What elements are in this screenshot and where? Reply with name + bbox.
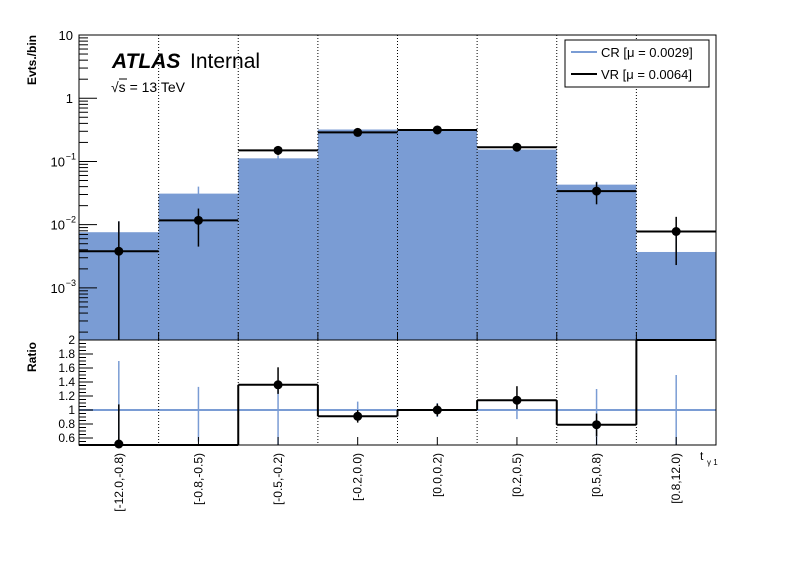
y-tick-label: 10 (51, 218, 65, 233)
vr-point (114, 246, 124, 256)
x-category-label: [0.5,0.8) (590, 453, 604, 497)
y-tick-label: 1 (66, 91, 73, 106)
x-axis-label-subscript: γ 1 (707, 458, 718, 467)
energy-label: √s = 13 TeV (111, 79, 186, 95)
x-category-label: [-0.8,-0.5) (191, 453, 205, 505)
ratio-tick-label: 2 (68, 333, 75, 347)
vr-point (193, 215, 203, 225)
vr-point (353, 127, 363, 137)
ratio-point (353, 411, 363, 421)
cr-bar (238, 158, 318, 340)
ratio-axis-label: Ratio (25, 342, 39, 372)
cr-bar (397, 130, 478, 340)
ratio-tick-label: 0.6 (58, 431, 75, 445)
cr-bar (317, 129, 398, 340)
y-tick-label-exponent: −2 (66, 215, 76, 225)
ratio-point (273, 380, 283, 390)
atlas-label: ATLAS (111, 50, 180, 73)
x-category-label: [0.8,12.0) (669, 453, 683, 504)
cr-bar (477, 149, 557, 340)
atlas-status-label: Internal (190, 50, 260, 73)
legend-vr-label: VR [μ = 0.0064] (601, 67, 692, 82)
ratio-point (592, 420, 602, 430)
y-tick-label: 10 (59, 28, 73, 43)
x-category-label: [-0.5,-0.2) (271, 453, 285, 505)
vr-point (273, 145, 283, 155)
cr-bar (556, 184, 637, 340)
x-axis-label: t (700, 449, 704, 463)
x-category-label: [-12.0,-0.8) (112, 453, 126, 512)
x-category-label: [-0.2,0.0) (351, 453, 365, 501)
y-axis-label: Evts./bin (25, 35, 39, 85)
vr-point (512, 142, 522, 152)
y-tick-label-exponent: −1 (66, 151, 76, 161)
ratio-tick-label: 1.6 (58, 361, 75, 375)
ratio-tick-label: 0.8 (58, 417, 75, 431)
x-category-label: [0.0,0.2) (430, 453, 444, 497)
ratio-tick-label: 1.2 (58, 389, 75, 403)
vr-point (432, 125, 442, 135)
ratio-tick-label: 1.4 (58, 375, 75, 389)
legend-box (564, 39, 710, 88)
y-tick-label: 10 (51, 281, 65, 296)
y-tick-label-exponent: −3 (66, 278, 76, 288)
legend-cr-label: CR [μ = 0.0029] (601, 45, 693, 60)
ratio-tick-label: 1.8 (58, 347, 75, 361)
ratio-point (432, 405, 442, 415)
vr-point (671, 227, 681, 237)
x-category-label: [0.2,0.5) (510, 453, 524, 497)
vr-point (592, 186, 602, 196)
ratio-tick-label: 1 (68, 403, 75, 417)
ratio-point (512, 395, 522, 405)
y-tick-label: 10 (51, 154, 65, 169)
